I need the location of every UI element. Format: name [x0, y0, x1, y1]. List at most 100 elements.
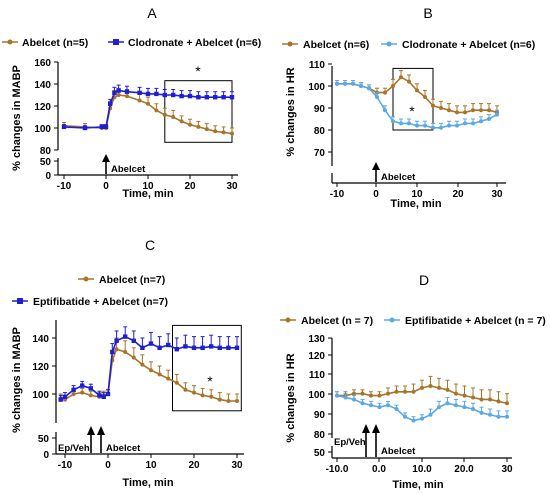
data-point [71, 392, 76, 396]
data-point [455, 123, 459, 128]
data-point [179, 119, 184, 124]
data-point [428, 412, 433, 417]
panel-b-xlabel: Time, min [390, 198, 441, 210]
data-point [196, 95, 201, 100]
panel-d-ytick-50: 50 [314, 448, 332, 459]
series-1 [335, 80, 499, 130]
data-point [407, 121, 411, 126]
panel-d-xtick-label: 30 [501, 464, 513, 475]
data-point [137, 90, 142, 95]
panel-d-xtick-20: 20.0 [454, 458, 474, 475]
data-point [183, 387, 188, 392]
data-point [187, 93, 193, 99]
data-point [162, 112, 167, 117]
data-point [359, 84, 363, 88]
panel-d-event-arrowhead-epveh [362, 424, 370, 433]
data-point [179, 93, 184, 99]
data-point [415, 88, 419, 93]
data-point [352, 397, 356, 402]
data-point [369, 393, 373, 398]
data-point [174, 347, 179, 352]
data-point [88, 386, 93, 391]
panel-a-ytick-label: 120 [34, 102, 51, 113]
panel-d-ytick-label: 90 [314, 410, 326, 421]
panel-a-plot [61, 80, 235, 143]
data-point [471, 108, 475, 113]
data-point [377, 405, 382, 410]
series-0 [58, 337, 239, 403]
panel-a-ytick-label: 140 [34, 80, 51, 91]
legend-marker-abelcet [7, 39, 13, 45]
panel-c-ytick-50: 50 [38, 434, 56, 445]
data-point [200, 393, 205, 398]
data-point [146, 101, 150, 106]
data-point [114, 347, 119, 352]
data-point [403, 389, 407, 394]
data-point [377, 393, 382, 398]
data-point [471, 121, 475, 126]
data-point [462, 393, 467, 398]
legend-label-eptifibatide: Eptifibatide + Abelcet (n=7) [33, 296, 168, 308]
data-point [335, 393, 339, 398]
data-point [463, 121, 467, 126]
data-point [58, 397, 63, 402]
data-point [149, 368, 153, 373]
panel-c-xtick-label: -10 [58, 460, 73, 471]
data-point [112, 90, 117, 95]
data-point [157, 345, 162, 350]
data-point [415, 123, 419, 128]
panel-d-ytick-label: 100 [308, 390, 325, 401]
panel-c-event-arrowhead-epveh [87, 426, 95, 435]
panel-c-xtick-20: 20 [188, 454, 200, 471]
panel-b-ytick-90: 90 [314, 104, 332, 115]
data-point [431, 125, 435, 130]
legend-marker-clodronate [386, 41, 392, 47]
panel-c-ytick-100: 100 [32, 390, 56, 401]
panel-d-letter: D [419, 272, 429, 288]
panel-c-xlabel: Time, min [122, 477, 173, 489]
panel-b-ytick-label: 110 [309, 60, 326, 71]
data-point [196, 124, 201, 129]
legend-label-clodronate: Clodronate + Abelcet (n=6) [402, 39, 535, 51]
data-point [103, 124, 109, 130]
panel-b-xtick-label: 30 [491, 189, 503, 200]
panel-d-ytick-110: 110 [309, 370, 332, 381]
panel-d-ytick-80: 80 [314, 430, 332, 441]
data-point [108, 101, 113, 106]
data-point [171, 92, 176, 98]
data-point [125, 94, 129, 99]
panel-b-xtick-label: 10 [411, 189, 423, 200]
panel-c-event-label-abelcet: Abelcet [106, 443, 141, 454]
panel-b-xtick-label: -10 [330, 189, 345, 200]
panel-b-ytick-label: 100 [308, 82, 325, 93]
panel-a-xtick-m10: -10 [57, 175, 72, 192]
data-point [213, 129, 218, 134]
panel-d-ytick-label: 50 [314, 448, 326, 459]
data-point [479, 119, 483, 124]
data-point [391, 119, 395, 124]
legend-label-eptifibatide: Eptifibatide + Abelcet (n = 7) [405, 315, 546, 327]
panel-a-ytick-0: 0 [45, 171, 58, 182]
data-point [209, 394, 214, 399]
panel-a-ytick-label: 100 [34, 124, 51, 135]
panel-c-xtick-label: 10 [145, 460, 157, 471]
data-point [110, 349, 115, 355]
data-point [411, 418, 416, 423]
data-point [192, 390, 196, 395]
data-point [439, 125, 443, 130]
data-point [399, 121, 403, 126]
panel-d-xtick-label: -10.0 [326, 464, 349, 475]
panel-a-legend: Abelcet (n=5) Clodronate + Abelcet (n=6) [2, 37, 261, 49]
panel-c-ytick-0: 0 [43, 450, 56, 461]
panel-c-event-label-epveh: Ep/Veh [58, 443, 90, 454]
data-point [479, 108, 483, 113]
data-point [496, 414, 501, 419]
panel-d-event-arrowhead-abelcet [372, 424, 380, 433]
panel-d-ytick-label: 80 [314, 430, 326, 441]
legend-label-abelcet: Abelcet (n = 7) [301, 315, 373, 327]
data-point [229, 95, 235, 100]
panel-b-event-label: Abelcet [381, 172, 416, 183]
data-point [360, 391, 365, 396]
data-point [226, 399, 231, 403]
